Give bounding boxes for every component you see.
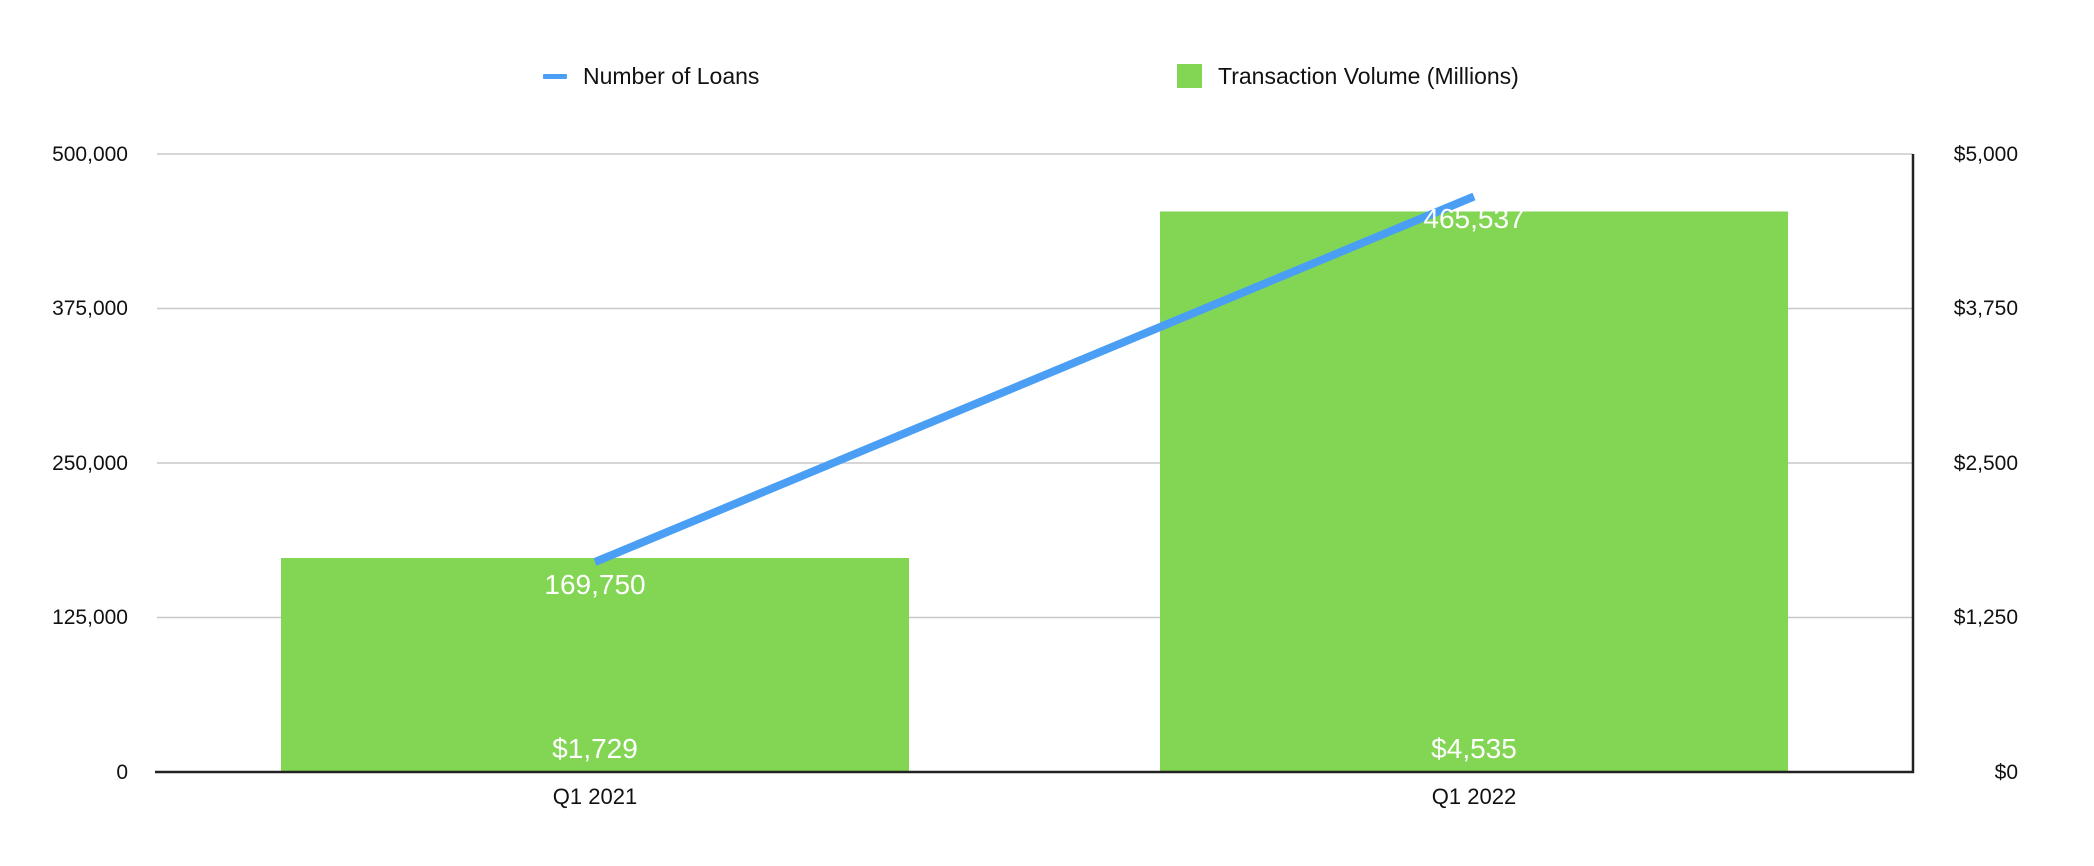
- bar-swatch-icon: [1177, 64, 1202, 88]
- left-tick: 0: [116, 761, 128, 784]
- bar-data-label: $4,535: [1431, 733, 1517, 764]
- right-tick: $2,500: [1953, 452, 2018, 475]
- left-tick: 500,000: [52, 143, 128, 166]
- bar-data-label: $1,729: [552, 733, 638, 764]
- line-swatch-icon: [543, 73, 567, 79]
- category-label: Q1 2021: [552, 784, 638, 809]
- line-data-label: 465,537: [1423, 203, 1525, 234]
- legend-label: Number of Loans: [583, 62, 760, 89]
- loans-line: [593, 192, 1476, 566]
- left-tick: 125,000: [52, 606, 128, 629]
- left-tick: 250,000: [52, 452, 128, 475]
- bar-q1-2022: [1160, 211, 1788, 772]
- category-label: Q1 2022: [1431, 784, 1517, 809]
- left-tick: 375,000: [52, 297, 128, 320]
- right-tick: $0: [1994, 761, 2018, 784]
- right-tick: $3,750: [1953, 297, 2018, 320]
- line-data-label: 169,750: [544, 569, 646, 600]
- right-tick: $1,250: [1953, 606, 2018, 629]
- legend-item-loans: Number of Loans: [543, 61, 759, 91]
- right-tick: $5,000: [1953, 143, 2018, 166]
- bar-q1-2021: [281, 558, 909, 772]
- legend-label: Transaction Volume (Millions): [1218, 62, 1519, 89]
- legend-item-volume: Transaction Volume (Millions): [1177, 61, 1519, 91]
